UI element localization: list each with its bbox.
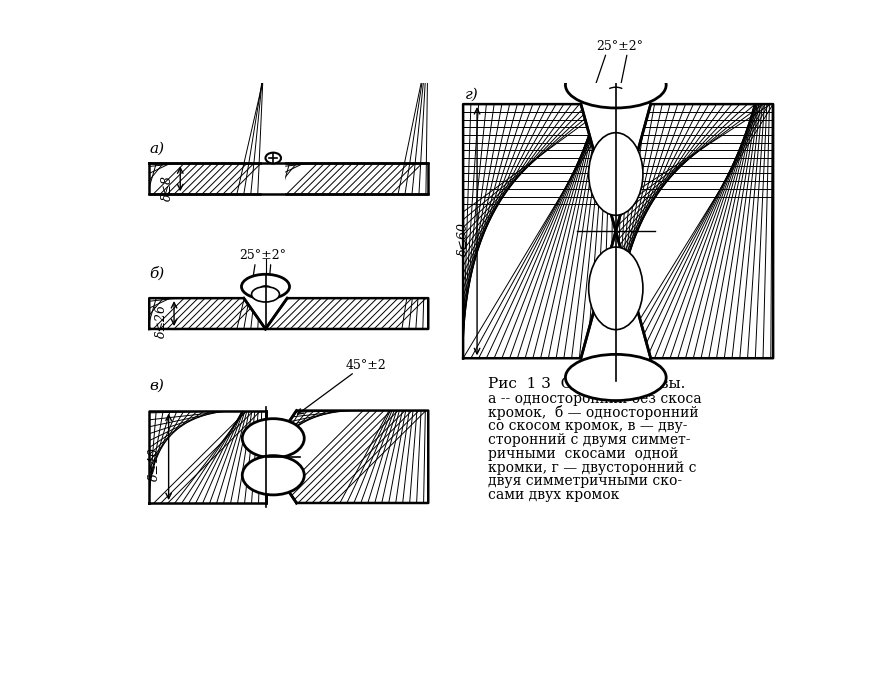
Text: Pис  1 3  Стыковые швы.: Pис 1 3 Стыковые швы. <box>488 378 685 391</box>
Ellipse shape <box>589 133 643 215</box>
Polygon shape <box>463 104 616 358</box>
Ellipse shape <box>252 287 279 302</box>
Text: двуя симметричными ско-: двуя симметричными ско- <box>488 475 682 488</box>
Polygon shape <box>149 298 265 329</box>
Polygon shape <box>263 162 284 196</box>
Text: кромок,  б — односторонний: кромок, б — односторонний <box>488 405 698 420</box>
Text: 45°±2: 45°±2 <box>346 359 386 372</box>
Ellipse shape <box>566 354 667 400</box>
Text: а): а) <box>149 142 164 155</box>
Text: δ≤40: δ≤40 <box>149 447 161 482</box>
Polygon shape <box>616 104 774 358</box>
Text: в): в) <box>149 378 164 392</box>
Text: 25°±2°: 25°±2° <box>596 40 644 53</box>
Ellipse shape <box>242 455 304 495</box>
Ellipse shape <box>242 419 304 458</box>
Text: а -- односторонний без скоса: а -- односторонний без скоса <box>488 391 702 407</box>
Text: г): г) <box>465 88 478 102</box>
Text: сами двух кромок: сами двух кромок <box>488 488 620 502</box>
Text: б): б) <box>149 266 164 281</box>
Polygon shape <box>265 411 428 503</box>
Ellipse shape <box>589 247 643 330</box>
Text: кромки, г — двусторонний с: кромки, г — двусторонний с <box>488 461 697 475</box>
Ellipse shape <box>566 62 667 108</box>
Polygon shape <box>265 298 428 329</box>
Text: со скосом кромок, в — дву-: со скосом кромок, в — дву- <box>488 419 688 433</box>
Text: сторонний с двумя симмет-: сторонний с двумя симмет- <box>488 433 690 447</box>
Text: ричными  скосами  одной: ричными скосами одной <box>488 447 678 461</box>
Ellipse shape <box>265 153 281 164</box>
Text: δ≤8: δ≤8 <box>162 175 174 201</box>
Text: δ≤60: δ≤60 <box>457 222 469 256</box>
Text: 25°±2°: 25°±2° <box>240 249 286 262</box>
Text: δ≤26: δ≤26 <box>156 304 168 338</box>
Ellipse shape <box>241 275 290 299</box>
Polygon shape <box>149 411 265 503</box>
